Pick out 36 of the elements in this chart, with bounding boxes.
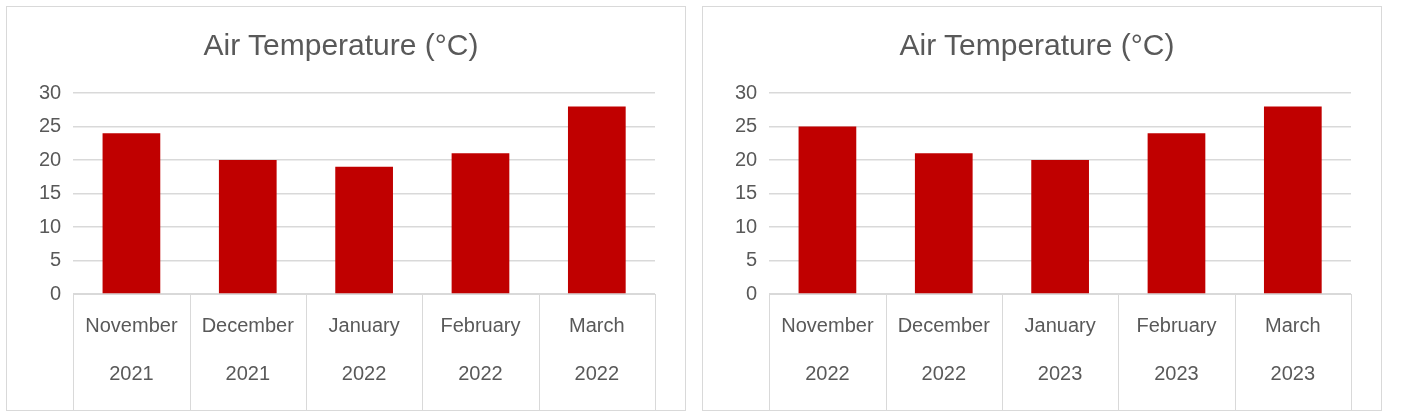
bar — [1031, 160, 1089, 294]
y-tick-label: 30 — [735, 80, 758, 103]
y-tick-label: 15 — [39, 181, 62, 204]
category-label: February 2023 — [1136, 313, 1217, 384]
chart-title: Air Temperature (°C) — [899, 28, 1175, 62]
category-label: January 2022 — [328, 313, 400, 384]
y-tick-label: 25 — [735, 114, 758, 137]
category-label: November 2022 — [781, 313, 874, 384]
category-label: January 2023 — [1024, 313, 1096, 384]
y-tick-label: 30 — [39, 80, 62, 103]
category-label: March 2023 — [1265, 313, 1321, 384]
bar — [567, 106, 626, 294]
category-label: November 2021 — [85, 313, 178, 384]
bar — [914, 153, 973, 294]
bar — [1147, 133, 1206, 294]
bar — [798, 126, 857, 294]
bar — [1263, 106, 1322, 294]
y-tick-label: 0 — [50, 281, 62, 304]
y-tick-label: 25 — [39, 114, 62, 137]
chart-title: Air Temperature (°C) — [203, 28, 479, 62]
category-label: December 2022 — [897, 313, 990, 384]
y-tick-label: 20 — [735, 147, 758, 170]
y-tick-label: 10 — [735, 214, 758, 237]
y-tick-label: 0 — [746, 281, 758, 304]
y-tick-label: 20 — [39, 147, 62, 170]
category-label: December 2021 — [201, 313, 294, 384]
bar — [335, 166, 393, 294]
y-tick-label: 10 — [39, 214, 62, 237]
y-tick-label: 5 — [50, 248, 62, 271]
y-tick-label: 5 — [746, 248, 758, 271]
y-tick-label: 15 — [735, 181, 758, 204]
category-label: March 2022 — [569, 313, 625, 384]
bar — [451, 153, 510, 294]
bar — [102, 133, 161, 294]
category-label: February 2022 — [440, 313, 521, 384]
bar — [218, 160, 277, 294]
